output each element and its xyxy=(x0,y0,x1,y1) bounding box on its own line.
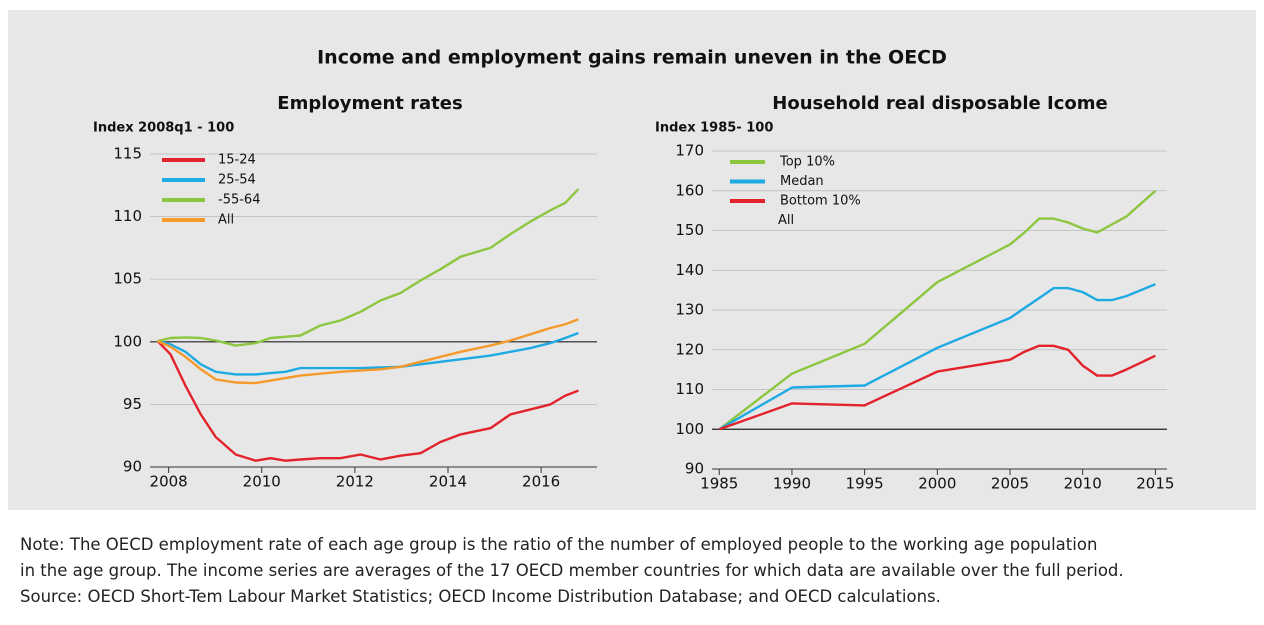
legend-label: Top 10% xyxy=(779,155,835,170)
y-tick-label: 170 xyxy=(675,142,704,160)
y-tick-label: 120 xyxy=(675,340,704,358)
x-tick-label: 2016 xyxy=(522,473,560,491)
x-tick-label: 2014 xyxy=(429,473,467,491)
x-tick-label: 1990 xyxy=(773,475,811,493)
x-tick-label: 2000 xyxy=(918,475,956,493)
y-tick-label: 140 xyxy=(675,261,704,279)
legend-label: All xyxy=(778,213,794,228)
note: Note: The OECD employment rate of each a… xyxy=(20,532,1124,610)
y-tick-label: 110 xyxy=(675,380,704,398)
x-tick-label: 1985 xyxy=(700,475,738,493)
chart: Income and employment gains remain uneve… xyxy=(8,10,1256,510)
y-tick-label: 130 xyxy=(675,301,704,319)
series-line xyxy=(718,344,1156,431)
y-tick-label: 100 xyxy=(675,420,704,438)
legend-label: -55-64 xyxy=(218,193,260,208)
panel-title: Employment rates xyxy=(277,93,462,114)
note-line: in the age group. The income series are … xyxy=(20,561,1124,580)
y-tick-label: 90 xyxy=(685,460,704,478)
y-tick-label: 105 xyxy=(113,270,142,288)
y-tick-label: 95 xyxy=(123,395,142,413)
y-axis-label: Index 1985- 100 xyxy=(655,121,773,136)
legend-label: 25-54 xyxy=(218,173,256,188)
note-line: Note: The OECD employment rate of each a… xyxy=(20,535,1098,554)
y-tick-label: 150 xyxy=(675,221,704,239)
y-axis-label: Index 2008q1 - 100 xyxy=(93,121,234,136)
series-line xyxy=(156,340,579,462)
series-line xyxy=(157,318,579,385)
series-line xyxy=(157,331,579,376)
legend-label: All xyxy=(218,213,234,228)
chart-title: Income and employment gains remain uneve… xyxy=(317,47,947,69)
x-tick-label: 1995 xyxy=(846,475,884,493)
panel-title: Household real disposable Icome xyxy=(772,93,1107,114)
x-tick-label: 2008 xyxy=(150,473,188,491)
series-line xyxy=(157,188,580,347)
y-tick-label: 100 xyxy=(113,332,142,350)
x-tick-label: 2005 xyxy=(991,475,1029,493)
x-tick-label: 2010 xyxy=(243,473,281,491)
y-tick-label: 160 xyxy=(675,181,704,199)
series-line xyxy=(718,283,1156,431)
y-tick-label: 90 xyxy=(123,458,142,476)
legend-label: Bottom 10% xyxy=(780,194,861,209)
x-tick-label: 2012 xyxy=(336,473,374,491)
y-tick-label: 110 xyxy=(113,207,142,225)
x-tick-label: 2010 xyxy=(1064,475,1102,493)
legend-label: Medan xyxy=(780,174,824,189)
series-line xyxy=(718,189,1157,431)
x-tick-label: 2015 xyxy=(1136,475,1174,493)
y-tick-label: 115 xyxy=(113,145,142,163)
background xyxy=(8,10,1256,510)
legend-label: 15-24 xyxy=(218,153,256,168)
note-line: Source: OECD Short-Tem Labour Market Sta… xyxy=(20,587,941,606)
